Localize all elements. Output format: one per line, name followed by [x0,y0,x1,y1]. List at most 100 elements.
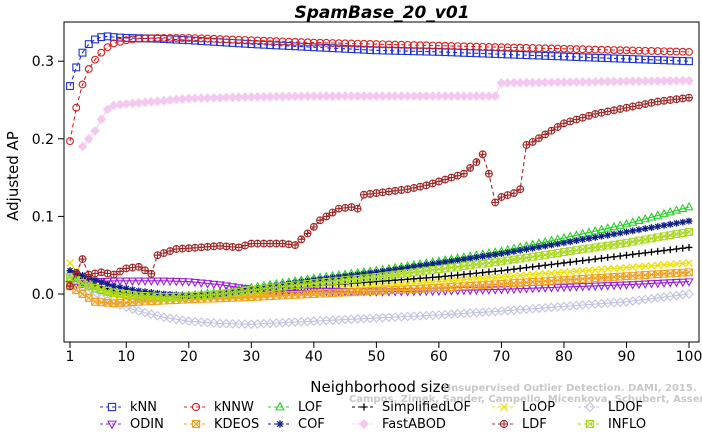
data-point-cof [397,265,405,272]
data-point-cof [541,242,549,250]
data-point-odin [452,287,463,296]
data-point-inflo [534,251,543,260]
data-point-inflo [272,283,281,292]
data-point-fastabod [359,91,369,101]
data-point-odin [134,277,144,287]
x-tick-label: 80 [555,349,573,365]
data-point-ldf [628,102,637,111]
data-point-inflo [597,242,606,251]
data-point-fastabod [477,91,488,101]
data-point-inflo [541,250,550,259]
data-point-fastabod [377,91,388,101]
data-point-simplifiedlof [635,250,643,258]
data-point-fastabod [459,91,469,101]
data-point-cof [172,291,180,299]
legend-marker [107,402,117,412]
data-point-odin [640,280,650,289]
data-point-ldf [616,105,625,113]
data-point-fastabod [315,91,325,101]
data-point-simplifiedlof [516,264,524,272]
data-point-simplifiedlof [560,259,568,267]
data-point-odin [65,281,75,290]
data-point-ldof [240,319,250,329]
data-point-inflo [247,286,256,295]
data-point-odin [671,278,682,288]
data-point-cof [535,243,543,251]
legend-marker [107,420,117,430]
data-point-inflo [409,268,418,277]
data-point-ldof [171,314,182,325]
data-point-odin [171,277,181,287]
data-point-inflo [253,285,262,294]
data-point-cof [660,222,668,229]
data-point-cof [485,252,493,259]
data-point-lof [609,221,619,231]
data-point-simplifiedlof [529,263,537,271]
data-point-ldf [297,235,306,244]
data-point-inflo [278,282,287,291]
data-point-cof [285,280,293,288]
data-point-ldf [409,184,418,192]
y-axis: 0.0 0.1 0.2 0.3 [32,54,64,303]
data-point-ldf [291,241,300,249]
data-point-cof [623,228,630,236]
data-point-odin [196,279,206,289]
data-point-ldf [491,198,500,207]
data-point-inflo [491,258,500,267]
data-point-odin [634,280,644,290]
y-tick-label: 0.3 [32,54,54,70]
data-point-cof [347,271,355,279]
data-point-odin [359,288,369,297]
data-point-cof [166,290,174,298]
data-point-inflo [228,288,237,297]
data-point-inflo [672,230,681,239]
data-point-simplifiedlof [660,247,668,254]
data-point-inflo [641,235,650,244]
data-point-simplifiedlof [448,272,455,280]
data-point-loop [547,269,556,278]
data-point-ldof [196,317,207,327]
data-point-cof [179,291,186,299]
data-point-odin [665,279,675,288]
data-point-simplifiedlof [473,269,480,277]
legend: kNN kNNW LOF SimplifiedLOF LoOP LDOF ODIN KDEOS… [100,400,646,432]
data-point-odin [584,282,594,292]
data-point-inflo [378,272,387,281]
data-point-simplifiedlof [466,270,474,278]
data-point-ldf [328,208,337,217]
data-point-loop [610,264,618,273]
data-point-simplifiedlof [510,265,518,273]
data-point-cof [260,284,268,291]
data-point-odin [159,277,169,287]
legend-marker [585,419,595,429]
data-point-ldf [316,216,325,225]
data-point-loop [603,265,612,273]
series-inflo [66,227,693,302]
data-point-inflo [685,227,693,236]
data-point-simplifiedlof [629,251,637,258]
data-point-ldf [353,204,362,213]
data-point-odin [184,278,194,287]
data-point-ldf [97,268,106,277]
data-point-inflo [572,246,581,255]
data-point-cof [91,276,99,284]
data-point-odin [165,277,175,287]
data-point-cof [366,269,374,277]
data-point-simplifiedlof [535,262,543,270]
data-point-odin [653,279,663,289]
series-fastabod [77,75,694,152]
data-point-inflo [372,272,381,281]
series-knn [66,32,693,90]
data-point-lof [615,220,625,229]
data-point-lof [653,210,663,219]
data-point-simplifiedlof [554,260,562,268]
data-point-cof [579,236,587,243]
data-point-inflo [591,243,600,252]
data-point-inflo [635,236,643,245]
data-point-ldf [534,134,543,143]
data-point-inflo [416,267,425,276]
data-point-cof [110,282,118,290]
data-point-knn [72,63,81,72]
data-point-loop [597,265,606,274]
